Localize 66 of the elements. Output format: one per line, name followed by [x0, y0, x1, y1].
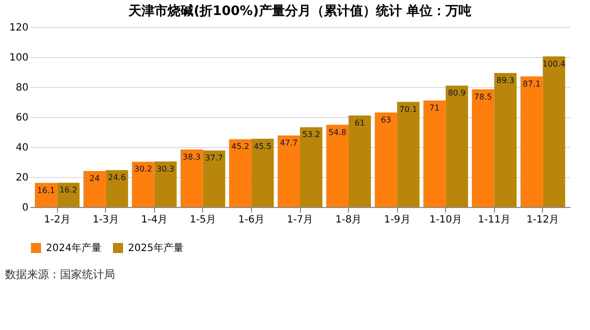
- bar: [106, 170, 128, 207]
- y-tick-label: 80: [16, 82, 28, 94]
- legend-label: 2025年产量: [128, 242, 184, 254]
- bar: [520, 76, 543, 207]
- x-tick-label: 1-11月: [478, 214, 511, 226]
- data-label: 78.5: [474, 92, 492, 102]
- x-tick-label: 1-12月: [526, 214, 560, 226]
- data-label: 61: [354, 118, 365, 128]
- data-label: 89.3: [496, 76, 514, 86]
- y-tick-label: 100: [9, 52, 28, 64]
- data-label: 47.7: [280, 138, 298, 148]
- data-label: 100.4: [542, 59, 566, 68]
- x-tick-label: 1-7月: [286, 214, 314, 226]
- data-label: 16.2: [59, 186, 78, 195]
- bar: [374, 112, 398, 207]
- x-tick-label: 1-9月: [384, 214, 410, 226]
- data-label: 24.6: [108, 173, 126, 182]
- data-label: 71: [429, 104, 440, 112]
- x-tick-label: 1-6月: [238, 214, 265, 226]
- legend-label: 2024年产量: [46, 242, 102, 254]
- y-tick-label: 60: [16, 112, 28, 124]
- bar: [34, 182, 58, 207]
- data-label: 45.5: [254, 142, 272, 151]
- bar: [83, 171, 106, 207]
- data-label: 53.2: [302, 130, 320, 140]
- y-tick-label: 20: [16, 172, 28, 184]
- x-tick-label: 1-3月: [92, 214, 119, 226]
- bar: [494, 73, 517, 207]
- bar: [326, 124, 349, 207]
- data-label: 16.1: [37, 186, 55, 195]
- x-tick-label: 1-4月: [141, 214, 168, 226]
- data-label: 38.3: [182, 152, 201, 162]
- x-tick-label: 1-10月: [429, 214, 462, 226]
- bar: [180, 150, 203, 207]
- bar: [542, 56, 566, 207]
- y-tick-label: 40: [16, 142, 28, 154]
- data-label: 54.8: [328, 128, 346, 137]
- data-label: 37.7: [205, 153, 223, 162]
- bar: [348, 116, 371, 207]
- bar: [251, 138, 274, 207]
- data-label: 30.2: [134, 164, 152, 174]
- bar: [300, 127, 322, 207]
- data-label: 80.9: [448, 88, 466, 98]
- bar: [446, 86, 468, 207]
- bar: [229, 139, 252, 207]
- bar: [154, 162, 177, 207]
- data-label: 24: [89, 174, 100, 183]
- data-label: 30.3: [156, 164, 174, 174]
- y-tick-label: 120: [9, 22, 28, 34]
- bar: [278, 135, 300, 207]
- bar: [202, 150, 226, 207]
- data-label: 87.1: [522, 79, 541, 88]
- y-tick-label: 0: [22, 202, 28, 214]
- bar: [57, 182, 80, 207]
- data-label: 45.2: [231, 142, 250, 152]
- x-tick-label: 1-2月: [44, 214, 70, 226]
- x-tick-label: 1-8月: [335, 214, 362, 226]
- source-note: 数据来源：国家统计局: [5, 268, 115, 281]
- x-tick-label: 1-5月: [190, 214, 216, 226]
- chart-title: 天津市烧碱(折100%)产量分月（累计值）统计 单位：万吨: [128, 3, 472, 19]
- bar: [397, 102, 420, 207]
- data-label: 70.1: [399, 104, 418, 114]
- data-label: 63: [380, 116, 392, 124]
- bar: [472, 89, 494, 207]
- bar: [132, 162, 154, 207]
- bar: [423, 100, 446, 207]
